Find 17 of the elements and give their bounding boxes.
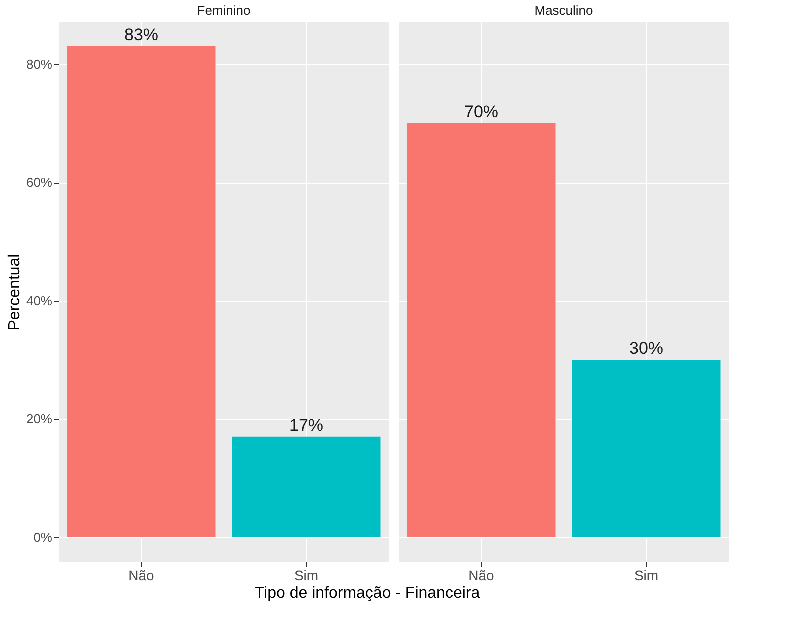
data-label: 17% [289, 416, 324, 435]
data-label: 70% [464, 102, 499, 122]
y-tick-label: 20% [26, 412, 53, 427]
y-tick-label: 40% [26, 293, 53, 308]
data-label: 30% [629, 339, 664, 358]
chart-title: Feminino [197, 3, 251, 18]
chart-title: Masculino [534, 3, 594, 18]
y-axis-title: Percentual [6, 254, 24, 331]
x-tick-label: Não [128, 568, 155, 584]
y-tick-label: 60% [26, 175, 53, 190]
y-tick-label: 80% [26, 56, 53, 72]
x-axis-title: Tipo de informação - Financeira [254, 585, 480, 602]
x-tick-label: Sim [294, 568, 319, 584]
x-tick-label: Sim [634, 568, 659, 584]
data-label: 83% [124, 26, 159, 45]
x-tick-label: Não [468, 568, 495, 584]
y-tick-label: 0% [34, 530, 53, 545]
